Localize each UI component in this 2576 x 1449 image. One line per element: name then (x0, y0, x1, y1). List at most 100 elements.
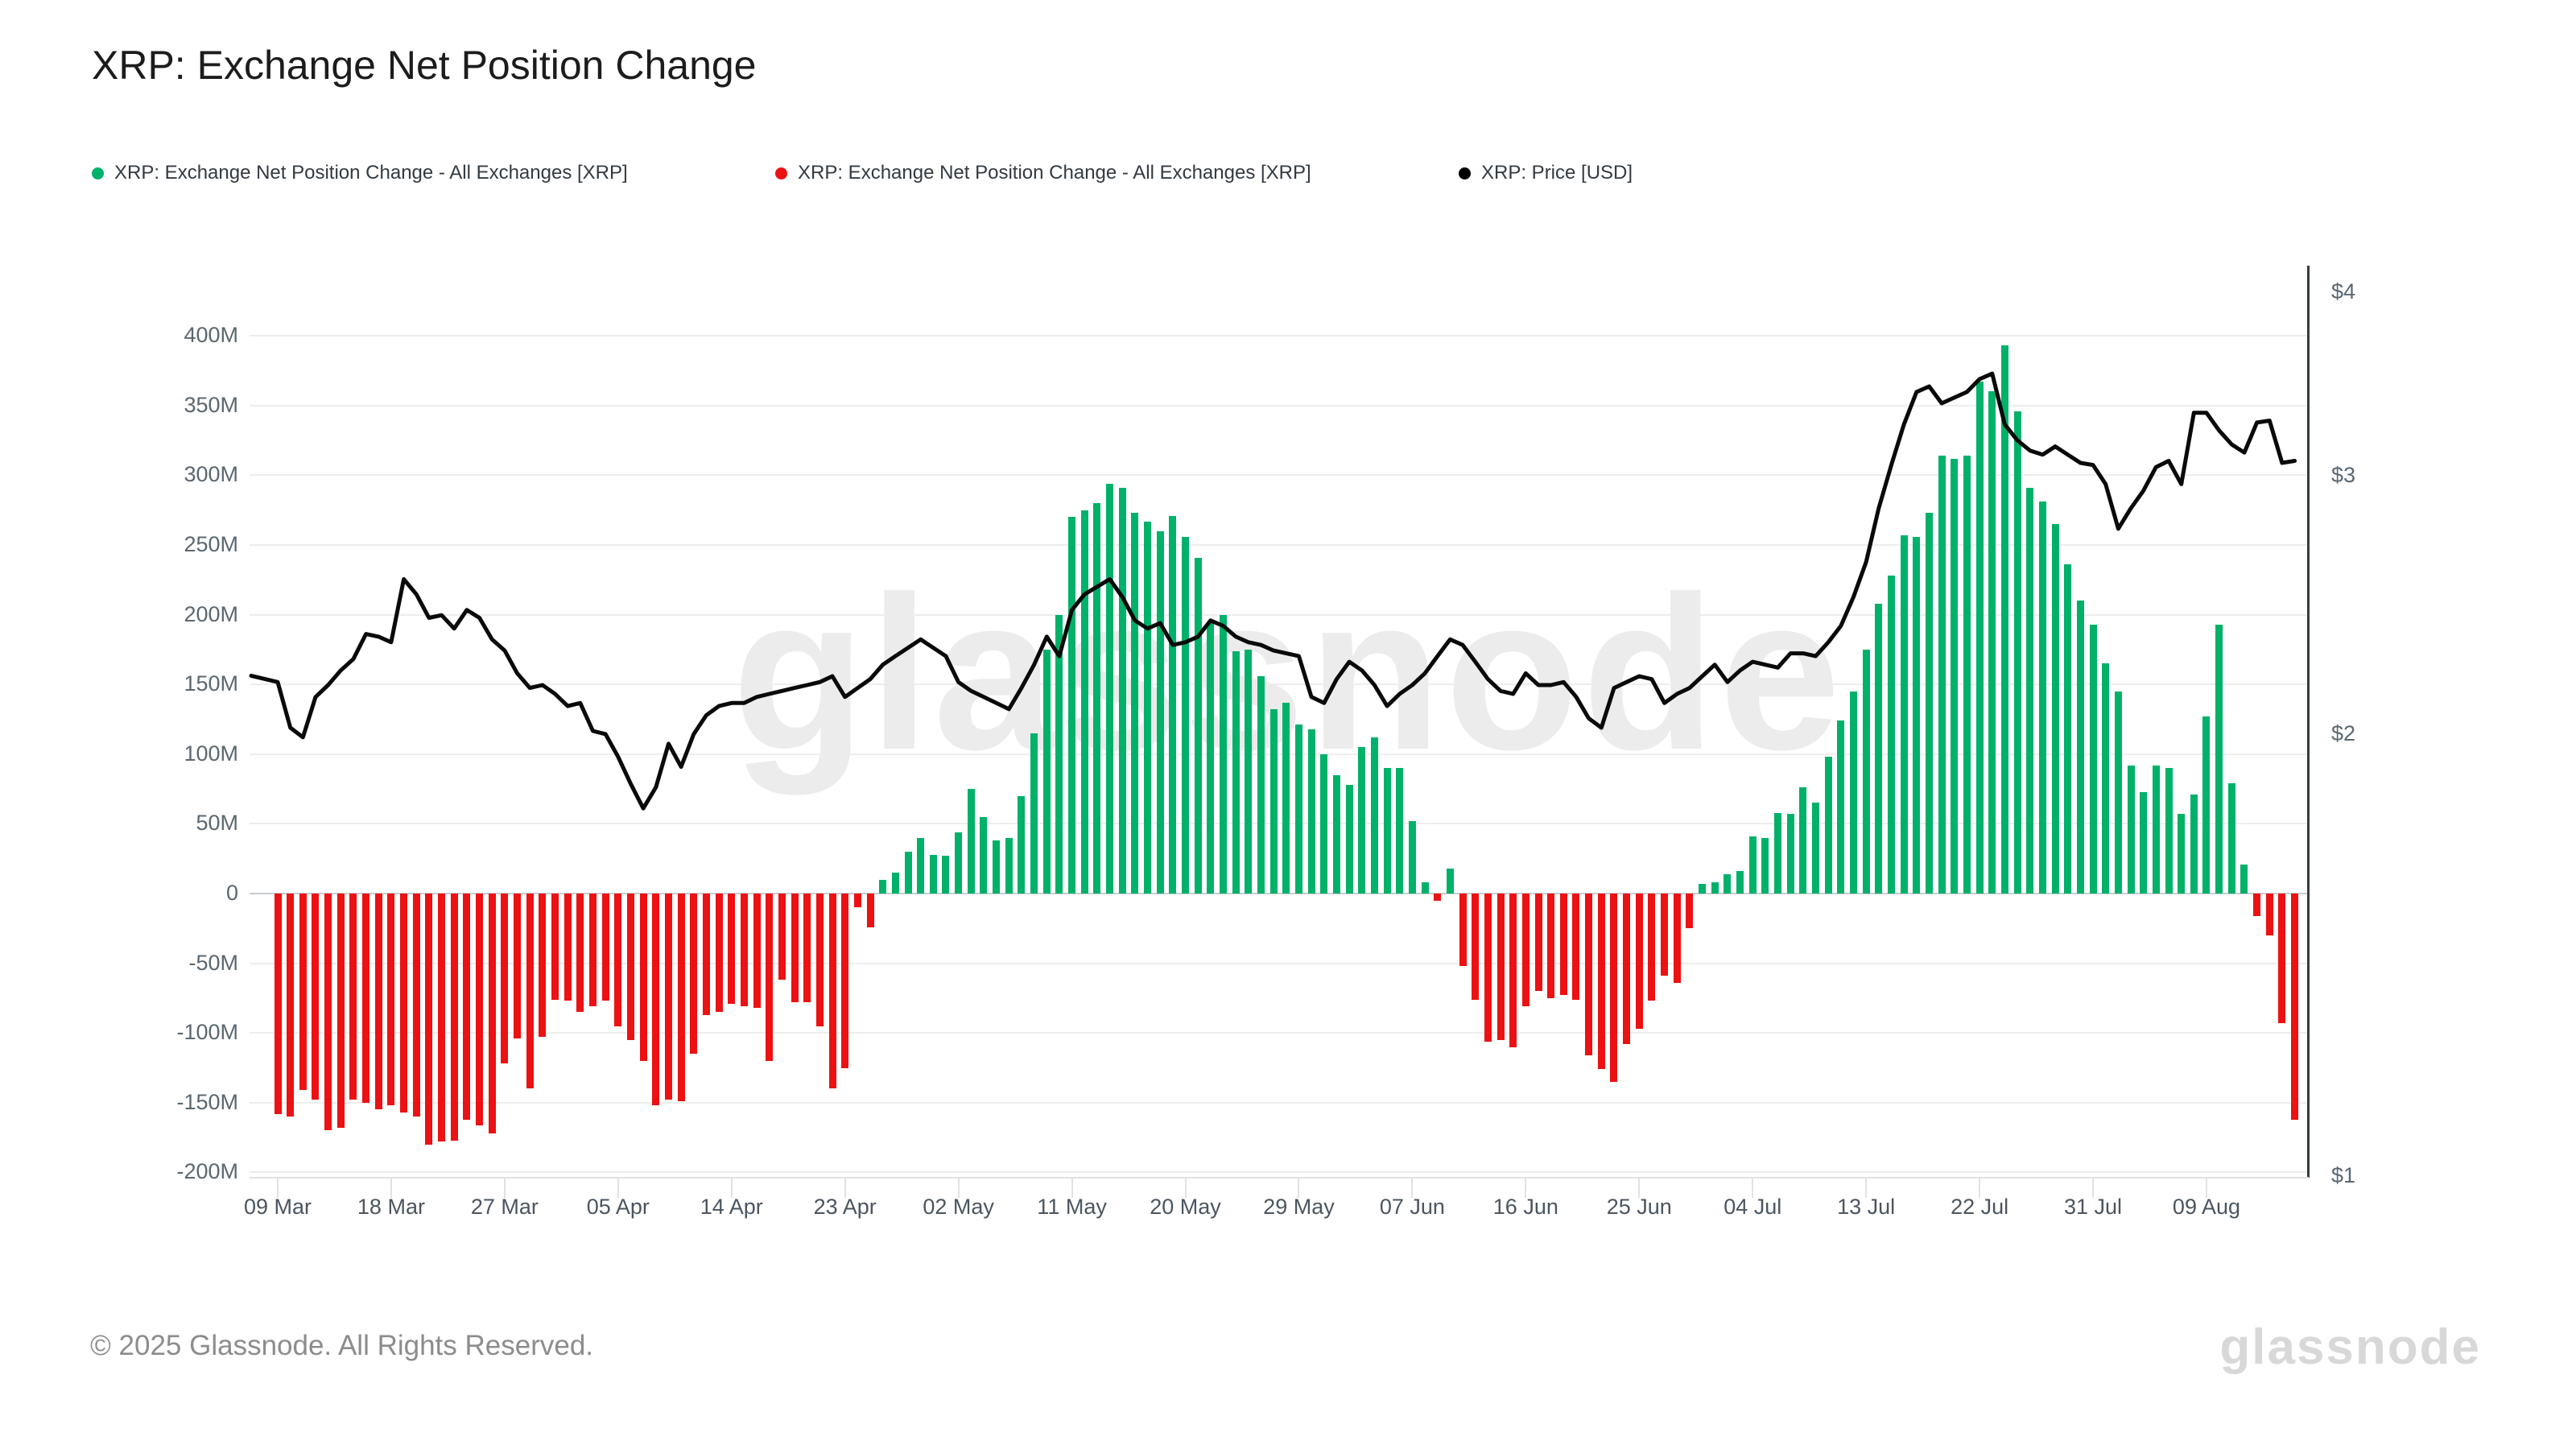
net-change-bar (2240, 864, 2248, 894)
net-change-bar (1648, 894, 1656, 1001)
gridline (250, 1032, 2309, 1034)
gridline (250, 753, 2309, 755)
net-change-bar (1951, 458, 1959, 894)
legend-dot-green-icon (92, 167, 104, 180)
x-axis-label: 02 May (923, 1195, 994, 1219)
x-axis-tick (1184, 1177, 1187, 1198)
net-change-bar (1988, 391, 1996, 894)
x-axis-tick (1411, 1177, 1414, 1198)
net-change-bar (312, 894, 320, 1100)
net-change-bar (1345, 784, 1353, 894)
net-change-bar (1686, 894, 1694, 929)
net-change-bar (514, 894, 522, 1039)
net-change-bar (1080, 510, 1088, 894)
net-change-bar (1887, 576, 1895, 894)
x-axis-tick (2092, 1177, 2095, 1198)
legend-item-price[interactable]: XRP: Price [USD] (1459, 162, 1633, 184)
net-change-bar (1042, 649, 1051, 894)
x-axis-line (250, 1177, 2309, 1179)
net-change-bar (299, 894, 307, 1091)
gridline (250, 1101, 2309, 1104)
net-change-bar (425, 894, 433, 1145)
net-change-bar (1257, 675, 1265, 894)
net-change-bar (702, 894, 710, 1015)
net-change-bar (677, 894, 685, 1102)
x-axis-label: 23 Apr (813, 1195, 877, 1219)
net-change-bar (1724, 873, 1732, 894)
y-axis-label-right: $4 (2331, 279, 2356, 303)
net-change-bar (2253, 894, 2261, 916)
net-change-bar (967, 789, 975, 894)
net-change-bar (1900, 535, 1908, 894)
net-change-bar (614, 894, 622, 1026)
x-axis-label: 09 Mar (243, 1195, 312, 1219)
legend-dot-black-icon (1459, 167, 1471, 180)
net-change-bar (917, 837, 925, 894)
net-change-bar (2000, 345, 2008, 894)
net-change-bar (1850, 691, 1857, 894)
net-change-bar (1055, 614, 1063, 894)
x-axis-label: 25 Jun (1606, 1195, 1672, 1219)
net-change-bar (1875, 603, 1883, 894)
net-change-bar (564, 894, 572, 1001)
net-change-bar (778, 894, 786, 980)
x-axis-label: 29 May (1263, 1195, 1335, 1219)
gridline (250, 683, 2309, 686)
net-change-bar (1925, 513, 1933, 894)
net-change-bar (1169, 515, 1177, 894)
x-axis-tick (390, 1177, 392, 1198)
net-change-bar (287, 894, 295, 1117)
net-change-bar (274, 894, 282, 1114)
y-axis-label-left: -100M (176, 1020, 238, 1045)
net-change-bar (1118, 487, 1126, 894)
net-change-bar (1408, 820, 1416, 894)
net-change-bar (1623, 894, 1631, 1045)
net-change-bar (1282, 702, 1290, 894)
y-axis-label-left: 50M (196, 811, 238, 836)
gridline (250, 335, 2309, 337)
net-change-bar (1269, 709, 1278, 894)
net-change-bar (1131, 513, 1139, 894)
net-change-bar (2102, 663, 2110, 894)
x-axis-label: 04 Jul (1724, 1195, 1782, 1219)
net-change-bar (2178, 814, 2186, 894)
x-axis-tick (1752, 1177, 1754, 1198)
net-change-bar (1358, 747, 1366, 894)
net-change-bar (2064, 564, 2072, 894)
net-change-bar (1307, 729, 1315, 894)
net-change-bar (1093, 503, 1101, 894)
net-change-bar (1509, 894, 1517, 1047)
net-change-bar (1635, 894, 1643, 1029)
net-change-bar (1294, 724, 1302, 894)
page-title: XRP: Exchange Net Position Change (92, 43, 757, 88)
net-change-bar (2038, 502, 2046, 894)
x-axis-tick (2205, 1177, 2207, 1198)
y-axis-label-left: 100M (184, 741, 238, 766)
net-change-bar (866, 894, 874, 927)
x-axis-label: 09 Aug (2172, 1195, 2241, 1219)
net-change-bar (728, 894, 736, 1004)
net-change-bar (2202, 716, 2211, 894)
net-change-bar (2013, 411, 2021, 894)
legend-item-net-change-positive[interactable]: XRP: Exchange Net Position Change - All … (92, 162, 628, 184)
net-change-bar (815, 894, 824, 1026)
y-axis-label-left: -50M (188, 950, 238, 975)
gridline (250, 893, 2309, 894)
net-change-bar (2127, 765, 2135, 894)
net-change-bar (1547, 894, 1555, 998)
net-change-bar (1018, 795, 1026, 894)
net-change-bar (2051, 524, 2059, 894)
net-change-bar (601, 894, 609, 1001)
net-change-bar (803, 894, 811, 1003)
net-change-bar (336, 894, 345, 1128)
net-change-bar (1434, 894, 1442, 901)
net-change-bar (2227, 783, 2235, 894)
net-change-bar (1194, 557, 1202, 894)
legend-item-net-change-negative[interactable]: XRP: Exchange Net Position Change - All … (775, 162, 1311, 184)
x-axis-label: 05 Apr (586, 1195, 650, 1219)
y-axis-label-left: 250M (184, 532, 238, 556)
net-change-bar (589, 894, 597, 1007)
net-change-bar (387, 894, 395, 1106)
net-change-bar (1610, 894, 1618, 1082)
